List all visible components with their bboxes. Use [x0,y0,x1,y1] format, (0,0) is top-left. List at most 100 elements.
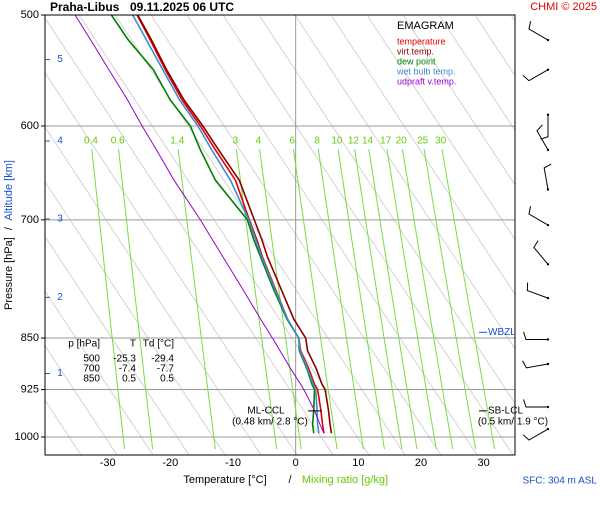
y-axis-label-altitude: Altitude [km] [3,160,15,221]
x-tick-label: 0 [293,457,299,469]
profile-line [74,15,325,434]
mixing-ratio-label: 0.6 [111,136,125,147]
wind-barb [523,331,548,340]
legend-entry: virt.temp. [397,46,434,56]
x-tick-label: -30 [100,457,116,469]
x-tick-label: -20 [162,457,178,469]
y-tick-label: 1000 [15,431,39,443]
wind-barb-base [546,148,550,152]
y-tick-label: 700 [21,214,39,226]
y-tick-label: 925 [21,383,39,395]
wind-barb [528,21,549,41]
mixing-ratio-label: 10 [331,136,343,147]
wind-barb [522,360,549,369]
y-axis-label-pressure: Pressure [hPa] [3,237,15,310]
mixing-ratio-line [423,148,477,450]
x-tick-label: 20 [415,457,427,469]
dry-adiabat [294,15,515,350]
annotation-label: WBZL [488,327,516,338]
wind-barb-base [546,405,550,409]
dry-adiabat [402,15,515,186]
x-tick-label: 30 [478,457,490,469]
wind-barb-base [546,338,550,341]
x-tick-label: -10 [225,457,241,469]
altitude-tick-label: 1 [57,368,63,379]
wind-barb-base [546,263,550,266]
legend-entry: temperature [397,36,446,46]
altitude-tick-label: 5 [57,54,63,65]
mixing-ratio-line [292,148,338,450]
profile-line [131,15,320,434]
mixing-ratio-label: 17 [380,136,392,147]
mixing-ratio-label: 6 [289,136,295,147]
profile-line [136,15,333,434]
annotation-detail: (0.48 km/ 2.8 °C) [232,417,308,428]
x-axis-label-separator: / [288,474,292,486]
wind-barb [536,124,549,151]
wind-barb [543,163,552,190]
wind-barb-base [546,296,550,300]
mixing-ratio-label: 25 [417,136,429,147]
wind-barb [528,206,549,226]
dry-adiabat [45,290,154,455]
chart-title: Praha-Libus [50,0,120,14]
mixing-ratio-line [235,148,278,450]
plot-frame [44,14,516,456]
mixing-ratio-line [91,148,125,450]
mixing-ratio-line [401,148,454,450]
dry-adiabat [45,126,262,455]
mixing-ratio-label: 20 [396,136,408,147]
legend-entry: udpraft v.temp. [397,76,456,86]
table-cell: 700 [83,364,100,375]
wind-barb [540,114,549,140]
wind-barb-base [546,427,550,431]
copyright: CHMI © 2025 [530,1,597,13]
mixing-ratio-line [441,148,496,450]
mixing-ratio-line [386,148,437,450]
dry-adiabat [45,71,298,455]
wind-barb-base [546,223,550,227]
altitude-tick-label: 2 [57,292,63,303]
table-cell: 500 [83,354,100,365]
wind-barb-base [546,113,550,116]
wind-barb-base [546,188,550,191]
wind-barb-base [546,68,550,71]
altitude-tick-label: 3 [57,214,63,225]
wind-barb-base [546,38,550,42]
mixing-ratio-line [354,148,403,450]
mixing-ratio-label: 12 [348,136,360,147]
dry-adiabat [330,15,515,296]
legend-title: EMAGRAM [397,20,454,32]
table-cell: -7.7 [157,364,175,375]
chart-subtitle: 09.11.2025 06 UTC [130,0,234,14]
mixing-ratio-label: 8 [314,136,320,147]
mixing-ratio-line [368,148,418,450]
dry-adiabat [366,15,515,241]
dry-adiabat [258,15,515,405]
table-cell: 0.5 [122,374,136,385]
mixing-ratio-line [177,148,216,450]
y-axis-label: Pressure [hPa] / Altitude [km] [3,160,15,310]
table-cell: -7.4 [119,364,137,375]
wind-barb [533,240,549,265]
plot-background [45,15,515,455]
y-tick-label: 500 [21,9,39,21]
y-axis-label-separator: / [3,226,15,230]
table-header: Td [°C] [143,339,174,350]
dry-adiabat [45,17,334,455]
x-axis-label: Temperature [°C] [183,474,266,486]
table-header: p [hPa] [68,339,100,350]
dry-adiabat [45,180,226,455]
annotation-detail: (0.5 km/ 1.9 °C) [478,417,548,428]
surface-info: SFC: 304 m ASL [523,476,598,487]
profile-line [110,15,316,434]
mixing-ratio-label: 4 [256,136,262,147]
annotation-label: SB-LCL [488,406,523,417]
mixing-ratio-label: 30 [435,136,447,147]
mixing-ratio-label: 1.4 [170,136,184,147]
table-cell: -25.3 [113,354,136,365]
x-axis-label-2: Mixing ratio [g/kg] [302,474,388,486]
dry-adiabat [438,15,515,132]
